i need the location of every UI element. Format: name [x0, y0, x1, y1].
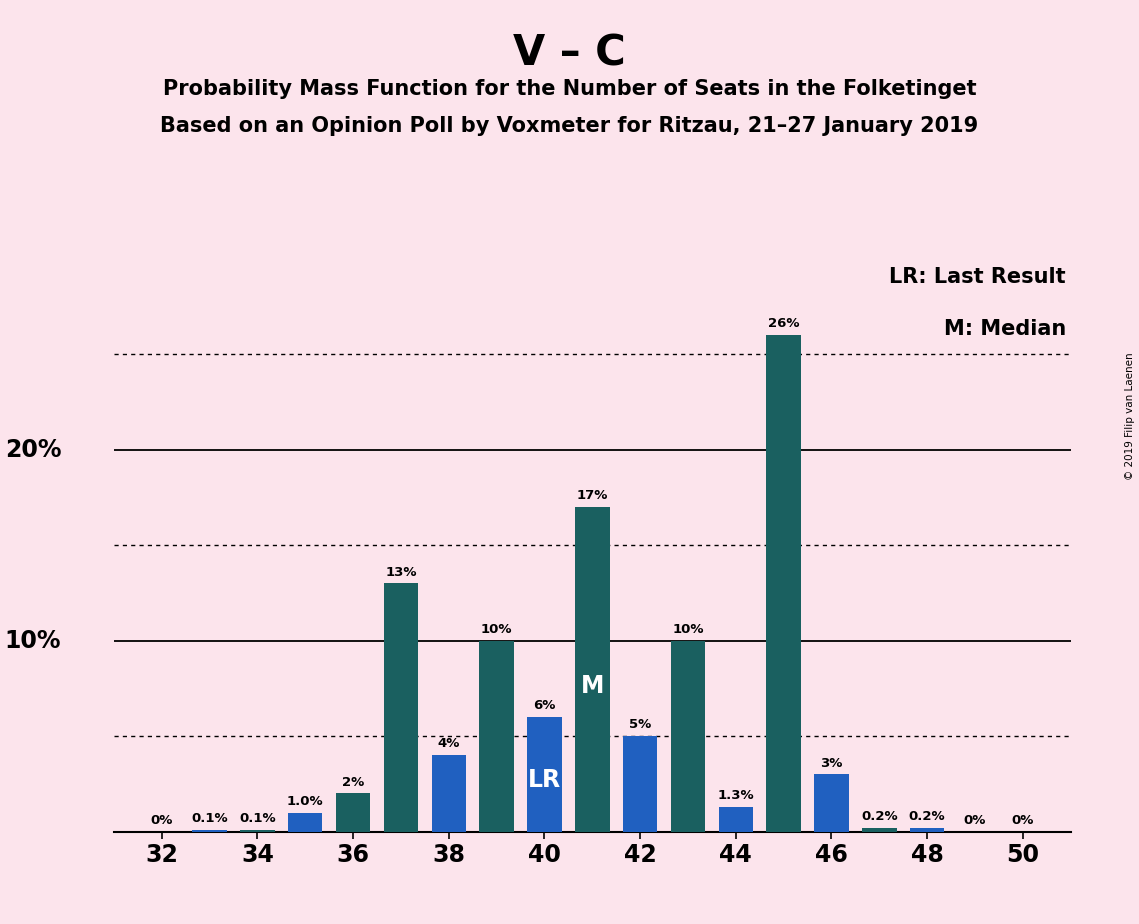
- Text: 0%: 0%: [1011, 814, 1034, 827]
- Bar: [527, 717, 562, 832]
- Bar: [192, 830, 227, 832]
- Text: 1.0%: 1.0%: [287, 795, 323, 808]
- Text: 4%: 4%: [437, 737, 460, 750]
- Text: © 2019 Filip van Laenen: © 2019 Filip van Laenen: [1125, 352, 1134, 480]
- Text: 6%: 6%: [533, 699, 556, 712]
- Bar: [862, 828, 896, 832]
- Bar: [767, 335, 801, 832]
- Text: 2%: 2%: [342, 775, 364, 788]
- Text: Probability Mass Function for the Number of Seats in the Folketinget: Probability Mass Function for the Number…: [163, 79, 976, 99]
- Text: 0.2%: 0.2%: [861, 810, 898, 823]
- Text: V – C: V – C: [514, 32, 625, 74]
- Text: 17%: 17%: [576, 489, 608, 503]
- Text: 13%: 13%: [385, 565, 417, 578]
- Text: 10%: 10%: [672, 623, 704, 636]
- Bar: [623, 736, 657, 832]
- Text: 1.3%: 1.3%: [718, 789, 754, 802]
- Text: 20%: 20%: [5, 438, 62, 462]
- Text: 10%: 10%: [481, 623, 513, 636]
- Text: 26%: 26%: [768, 317, 800, 331]
- Text: LR: LR: [527, 768, 562, 792]
- Bar: [575, 507, 609, 832]
- Bar: [336, 794, 370, 832]
- Bar: [814, 774, 849, 832]
- Text: 0%: 0%: [150, 814, 173, 827]
- Bar: [910, 828, 944, 832]
- Text: M: M: [581, 674, 604, 698]
- Bar: [719, 807, 753, 832]
- Text: 3%: 3%: [820, 757, 843, 770]
- Text: M: Median: M: Median: [943, 319, 1066, 339]
- Text: 0.1%: 0.1%: [191, 812, 228, 825]
- Bar: [288, 812, 322, 832]
- Text: 0.2%: 0.2%: [909, 810, 945, 823]
- Bar: [240, 830, 274, 832]
- Text: 5%: 5%: [629, 718, 652, 732]
- Text: 0.1%: 0.1%: [239, 812, 276, 825]
- Text: 10%: 10%: [5, 628, 62, 652]
- Text: Based on an Opinion Poll by Voxmeter for Ritzau, 21–27 January 2019: Based on an Opinion Poll by Voxmeter for…: [161, 116, 978, 136]
- Bar: [480, 640, 514, 832]
- Bar: [671, 640, 705, 832]
- Text: LR: Last Result: LR: Last Result: [890, 267, 1066, 287]
- Bar: [432, 755, 466, 832]
- Bar: [384, 583, 418, 832]
- Text: 0%: 0%: [964, 814, 986, 827]
